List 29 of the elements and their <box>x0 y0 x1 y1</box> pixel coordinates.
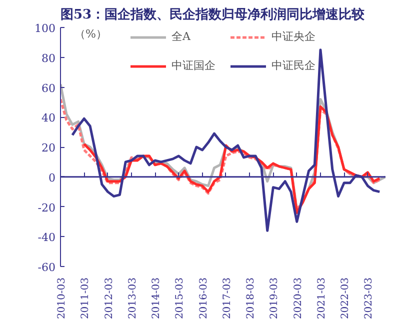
x-tick-label: 2013-03 <box>127 277 138 320</box>
y-tick-label: 60 <box>42 82 56 95</box>
y-tick-label: 0 <box>48 171 56 184</box>
legend-label: 中证央企 <box>272 29 316 44</box>
x-tick-label: 2016-03 <box>198 277 210 320</box>
y-tick-label: 100 <box>34 22 56 35</box>
x-tick-label: 2011-03 <box>80 277 92 320</box>
x-tick-label: 2015-03 <box>174 277 186 320</box>
x-tick-label: 2021-03 <box>316 277 328 320</box>
y-tick-label: 80 <box>42 52 56 65</box>
x-tick-label: 2014-03 <box>151 277 162 320</box>
legend-label: 中证国企 <box>172 58 216 73</box>
x-tick-label: 2012-03 <box>104 277 115 320</box>
y-tick-label: -20 <box>38 201 56 214</box>
y-tick-label: -60 <box>38 261 56 274</box>
x-tick-label: 2018-03 <box>246 277 257 320</box>
legend-label: 中证民企 <box>272 58 316 73</box>
x-tick-label: 2020-03 <box>292 277 304 320</box>
chart-title: 图53：国企指数、民企指数归母净利润同比增速比较 <box>60 6 366 22</box>
y-axis-title: （%） <box>74 28 107 40</box>
y-tick-label: 20 <box>42 142 56 154</box>
x-tick-label: 2022-03 <box>340 277 352 320</box>
legend-label: 全A <box>172 29 192 44</box>
x-tick-label: 2010-03 <box>56 277 68 320</box>
x-tick-label: 2023-03 <box>364 277 375 320</box>
x-tick-label: 2019-03 <box>269 277 280 320</box>
y-tick-label: -40 <box>38 231 56 244</box>
y-tick-label: 40 <box>42 112 56 125</box>
x-tick-label: 2017-03 <box>222 277 233 320</box>
